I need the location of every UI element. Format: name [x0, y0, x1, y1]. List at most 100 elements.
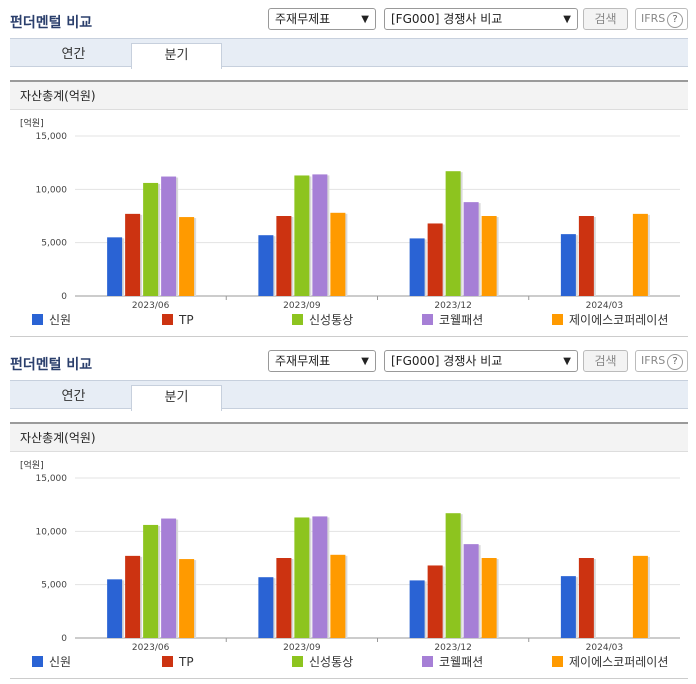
bar[interactable] [481, 216, 497, 296]
bar[interactable] [294, 175, 310, 296]
bar[interactable] [294, 517, 310, 638]
bar[interactable] [143, 524, 159, 638]
bar[interactable] [427, 223, 443, 296]
legend-swatch [32, 656, 43, 667]
legend-label: 신원 [49, 655, 72, 669]
chart-legend: 신원 TP 신성통상 코웰패션 제이에스코퍼레이션 [0, 654, 696, 672]
statement-select[interactable]: 주재무제표 ▼ [268, 8, 376, 30]
ifrs-label: IFRS [641, 354, 666, 367]
help-icon[interactable]: ? [667, 354, 683, 370]
bar[interactable] [330, 212, 346, 296]
y-tick-label: 15,000 [36, 132, 68, 142]
bar[interactable] [161, 518, 177, 638]
legend-label: 신원 [49, 313, 72, 327]
x-tick-label: 2023/06 [132, 301, 170, 310]
bar[interactable] [632, 213, 648, 296]
ifrs-label: IFRS [641, 12, 666, 25]
bar[interactable] [179, 559, 195, 638]
legend-swatch [292, 656, 303, 667]
bar[interactable] [179, 217, 195, 296]
legend-item[interactable]: 제이에스코퍼레이션 [552, 312, 668, 328]
bar[interactable] [409, 580, 425, 638]
bar[interactable] [258, 577, 274, 638]
asset-total-chart: [억원] 0 5,000 10,000 15,000 2023/06 2023/09 2023… [20, 117, 680, 310]
comparison-select[interactable]: [FG000] 경쟁사 비교 ▼ [384, 350, 578, 372]
bar[interactable] [258, 235, 274, 296]
bar[interactable] [330, 554, 346, 638]
bar[interactable] [409, 238, 425, 296]
bar[interactable] [125, 213, 141, 296]
comparison-select-value: [FG000] 경쟁사 비교 [391, 12, 503, 26]
panel-title: 펀더멘털 비교 [10, 15, 93, 31]
bar[interactable] [481, 558, 497, 638]
comparison-select[interactable]: [FG000] 경쟁사 비교 ▼ [384, 8, 578, 30]
ifrs-button[interactable]: IFRS ? [635, 8, 688, 30]
y-tick-label: 10,000 [36, 527, 68, 537]
bar[interactable] [463, 202, 479, 296]
legend-label: TP [179, 313, 194, 327]
search-button[interactable]: 검색 [583, 350, 628, 372]
chart-legend: 신원 TP 신성통상 코웰패션 제이에스코퍼레이션 [0, 312, 696, 330]
x-tick-label: 2023/12 [434, 643, 471, 652]
legend-item[interactable]: 제이에스코퍼레이션 [552, 654, 668, 670]
divider [10, 336, 688, 337]
search-button[interactable]: 검색 [583, 8, 628, 30]
bar[interactable] [578, 216, 594, 296]
legend-item[interactable]: TP [162, 654, 194, 670]
legend-item[interactable]: TP [162, 312, 194, 328]
legend-swatch [552, 314, 563, 325]
legend-swatch [552, 656, 563, 667]
bar[interactable] [463, 544, 479, 638]
legend-swatch [162, 656, 173, 667]
y-tick-label: 0 [61, 634, 67, 644]
x-tick-label: 2023/12 [434, 301, 471, 310]
bar[interactable] [560, 234, 576, 296]
bar[interactable] [312, 174, 328, 296]
bar[interactable] [445, 171, 461, 296]
bar[interactable] [312, 516, 328, 638]
help-icon[interactable]: ? [667, 12, 683, 28]
legend-item[interactable]: 신성통상 [292, 312, 353, 328]
unit-label: [억원] [20, 117, 44, 129]
tab-quarterly[interactable]: 분기 [131, 385, 222, 411]
chevron-down-icon: ▼ [361, 14, 369, 25]
legend-item[interactable]: 신원 [32, 654, 71, 670]
bar[interactable] [578, 558, 594, 638]
legend-label: 제이에스코퍼레이션 [569, 655, 669, 669]
bar[interactable] [276, 558, 292, 638]
chevron-down-icon: ▼ [563, 14, 571, 25]
legend-label: 코웰패션 [439, 655, 484, 669]
legend-item[interactable]: 신성통상 [292, 654, 353, 670]
legend-item[interactable]: 코웰패션 [422, 312, 483, 328]
legend-label: 코웰패션 [439, 313, 484, 327]
tab-annual[interactable]: 연간 [61, 47, 86, 62]
bar[interactable] [445, 513, 461, 638]
legend-item[interactable]: 코웰패션 [422, 654, 483, 670]
y-tick-label: 5,000 [41, 581, 67, 591]
legend-swatch [162, 314, 173, 325]
bar[interactable] [632, 555, 648, 638]
bar[interactable] [143, 182, 159, 296]
ifrs-button[interactable]: IFRS ? [635, 350, 688, 372]
bar[interactable] [125, 555, 141, 638]
legend-swatch [422, 656, 433, 667]
section-title: 자산총계(억원) [10, 80, 688, 110]
tab-annual[interactable]: 연간 [61, 389, 86, 404]
bar[interactable] [560, 576, 576, 638]
bar[interactable] [427, 565, 443, 638]
statement-select-value: 주재무제표 [275, 354, 331, 368]
section-title: 자산총계(억원) [10, 422, 688, 452]
bar[interactable] [107, 579, 123, 638]
legend-swatch [292, 314, 303, 325]
legend-label: TP [179, 655, 194, 669]
tab-quarterly[interactable]: 분기 [131, 43, 222, 69]
x-tick-label: 2023/09 [283, 643, 321, 652]
statement-select-value: 주재무제표 [275, 12, 331, 26]
y-tick-label: 0 [61, 292, 67, 302]
legend-item[interactable]: 신원 [32, 312, 71, 328]
statement-select[interactable]: 주재무제표 ▼ [268, 350, 376, 372]
x-tick-label: 2023/06 [132, 643, 170, 652]
bar[interactable] [107, 237, 123, 296]
bar[interactable] [161, 176, 177, 296]
bar[interactable] [276, 216, 292, 296]
